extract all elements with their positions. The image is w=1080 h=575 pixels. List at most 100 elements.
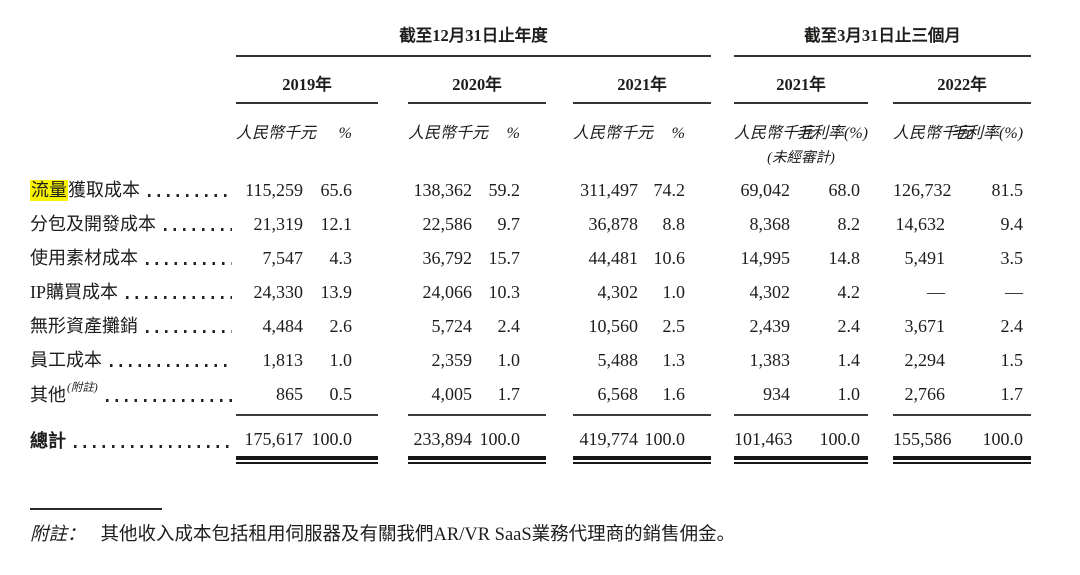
percent-cell: 4.3 — [329, 248, 353, 268]
percent-cell: 100.0 — [478, 415, 546, 463]
row-label-cell: 使用素材成本 — [30, 235, 236, 269]
column-header-gross-margin: 毛利率(%) — [796, 125, 868, 142]
amount-cell: 2,439 — [749, 316, 791, 336]
amount-cell: 155,586 — [893, 415, 952, 463]
amount-cell: 5,491 — [904, 248, 946, 268]
row-label-cell: 流量 獲取成本 — [30, 167, 236, 201]
column-gap — [711, 269, 734, 303]
column-gap — [868, 337, 893, 371]
percent-cell: 1.3 — [662, 350, 686, 370]
footnote-label: 附註： — [30, 525, 86, 545]
amount-cell: 2,766 — [893, 371, 951, 416]
row-label-text: 其他 — [30, 385, 66, 405]
footnote-divider — [30, 508, 162, 510]
dot-leader — [146, 262, 232, 265]
row-label-cell: 分包及開發成本 — [30, 201, 236, 235]
amount-cell: 233,894 — [408, 415, 478, 463]
column-header-percent: % — [338, 125, 352, 142]
column-gap — [868, 415, 893, 458]
percent-cell: 1.0 — [662, 282, 686, 302]
footnote-line: 附註： 其他收入成本包括租用伺服器及有關我們AR/VR SaaS業務代理商的銷售佣… — [30, 523, 735, 547]
percent-cell: 2.6 — [329, 316, 353, 336]
column-gap — [868, 235, 893, 269]
amount-cell: 138,362 — [413, 180, 473, 200]
amount-cell: 1,813 — [262, 350, 304, 370]
percent-cell: 8.8 — [662, 214, 686, 234]
row-label-text: 員工成本 — [30, 350, 102, 370]
percent-cell: 1.0 — [796, 371, 868, 416]
dot-leader — [110, 364, 232, 367]
percent-cell: 13.9 — [320, 282, 353, 302]
percent-cell: 1.6 — [644, 371, 711, 416]
column-gap — [711, 371, 734, 415]
amount-cell: 3,671 — [904, 316, 946, 336]
column-gap — [378, 415, 408, 458]
amount-cell: 36,878 — [588, 214, 639, 234]
column-gap — [378, 167, 408, 201]
amount-cell: 2,359 — [431, 350, 473, 370]
amount-cell: 4,484 — [262, 316, 304, 336]
year-header-2021: 2021年 — [573, 56, 711, 104]
percent-cell: 0.5 — [309, 371, 378, 416]
percent-cell: 1.7 — [951, 371, 1032, 416]
year-header-2021-q1: 2021年 — [734, 56, 868, 104]
percent-cell: 68.0 — [828, 180, 861, 200]
percent-cell: 10.3 — [488, 282, 521, 302]
column-gap — [711, 303, 734, 337]
amount-cell: 69,042 — [740, 180, 791, 200]
row-label-text: 無形資產攤銷 — [30, 316, 138, 336]
column-gap — [868, 303, 893, 337]
amount-cell: 7,547 — [262, 248, 304, 268]
amount-cell: 44,481 — [588, 248, 639, 268]
percent-cell: 100.0 — [309, 415, 378, 463]
row-label-cell: 員工成本 — [30, 337, 236, 371]
footnote-reference: (附註) — [67, 382, 98, 394]
year-header-row: 2019年 2020年 2021年 2021年 2022年 — [30, 56, 1032, 104]
percent-cell: 1.7 — [478, 371, 546, 416]
footnote-text: 其他收入成本包括租用伺服器及有關我們AR/VR SaaS業務代理商的銷售佣金。 — [100, 525, 736, 545]
year-header-2019: 2019年 — [236, 56, 378, 104]
amount-cell: 4,302 — [597, 282, 639, 302]
period-annual-header: 截至12月31日止年度 — [236, 18, 711, 57]
row-label-text: IP購買成本 — [30, 282, 119, 302]
column-gap — [546, 167, 573, 201]
column-header-amount: 人民幣千元 — [734, 125, 815, 142]
amount-cell: 5,724 — [431, 316, 473, 336]
dot-leader — [164, 228, 232, 231]
amount-cell: 175,617 — [236, 415, 309, 463]
amount-cell: 2,294 — [904, 350, 946, 370]
amount-cell: 934 — [734, 371, 796, 416]
amount-cell: 1,383 — [749, 350, 791, 370]
column-header-gross-margin: 毛利率(%) — [951, 125, 1024, 142]
highlighted-label-text: 流量 — [30, 180, 68, 201]
column-gap — [868, 167, 893, 201]
row-label-text: 分包及開發成本 — [30, 214, 156, 234]
percent-cell: 4.2 — [837, 282, 861, 302]
percent-cell: 2.4 — [1000, 316, 1024, 336]
column-gap — [546, 303, 573, 337]
amount-cell: 101,463 — [734, 415, 796, 463]
unaudited-note-row: (未經審計) — [30, 143, 1031, 167]
column-gap — [378, 235, 408, 269]
document-page: 截至12月31日止年度 截至3月31日止三個月 2019年 2020年 2021… — [0, 18, 1080, 575]
column-gap — [711, 201, 734, 235]
dot-leader — [146, 330, 232, 333]
column-gap — [378, 303, 408, 337]
table-row: 流量 獲取成本 115,259 65.6 138,362 59.2 311,497 74.2 6… — [30, 167, 1031, 201]
percent-cell: 1.0 — [497, 350, 521, 370]
table-row: IP購買成本 24,330 13.9 24,066 10.3 4,302 1.0 4,302 4… — [30, 269, 1031, 303]
column-gap — [546, 235, 573, 269]
percent-cell: 9.4 — [1000, 214, 1024, 234]
table-row: 員工成本 1,813 1.0 2,359 1.0 5,488 1.3 1,383 1.4 2,29… — [30, 337, 1031, 371]
amount-cell: 21,319 — [253, 214, 304, 234]
percent-cell: — — [1005, 282, 1024, 302]
percent-cell: 65.6 — [320, 180, 353, 200]
column-header-amount: 人民幣千元 — [236, 125, 317, 142]
column-gap — [378, 371, 408, 415]
column-gap — [378, 337, 408, 371]
percent-cell: 2.4 — [497, 316, 521, 336]
amount-cell: 4,302 — [749, 282, 791, 302]
column-gap — [711, 337, 734, 371]
percent-cell: 1.5 — [1000, 350, 1024, 370]
table-row: 其他 (附註) 865 0.5 4,005 1.7 6,568 1.6 934 1.0 2,766 1… — [30, 371, 1032, 416]
